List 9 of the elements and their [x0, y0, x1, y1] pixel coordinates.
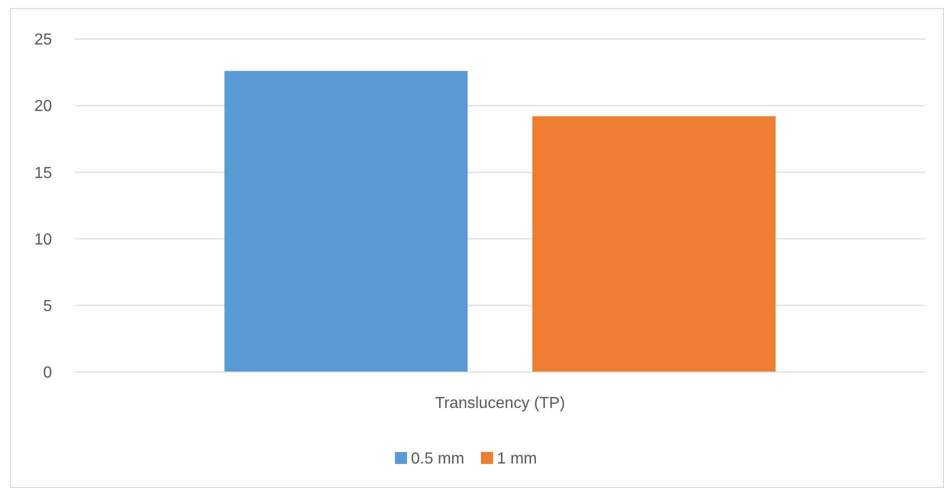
y-tick-label: 20: [34, 98, 52, 116]
y-tick-label: 10: [34, 231, 52, 248]
x-tick-label: Translucency (TP): [434, 395, 566, 412]
legend-label: 1 mm: [497, 450, 537, 468]
y-tick-label: 5: [43, 298, 52, 315]
y-tick-label: 0: [43, 364, 52, 382]
legend-label: 0.5 mm: [411, 450, 464, 468]
y-tick-label: 25: [34, 32, 52, 49]
y-tick-label: 15: [34, 164, 52, 182]
